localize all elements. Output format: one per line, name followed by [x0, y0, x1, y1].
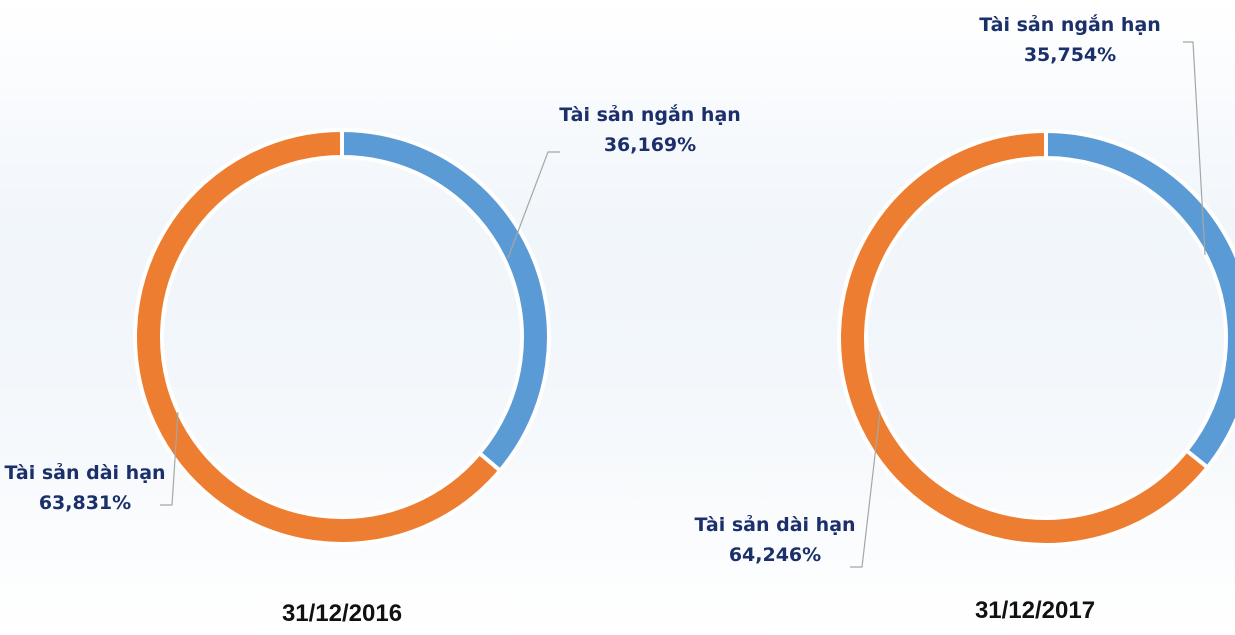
- donut-segment: [1044, 128, 1235, 471]
- data-label: Tài sản ngắn hạn 35,754%: [960, 10, 1180, 70]
- data-label: Tài sản ngắn hạn 36,169%: [555, 100, 745, 160]
- category-name: Tài sản dài hạn: [694, 514, 856, 536]
- donut-segment: [133, 127, 503, 546]
- leader-line: [1183, 41, 1206, 256]
- leader-line: [507, 151, 560, 259]
- data-label: Tài sản dài hạn 63,831%: [0, 458, 170, 518]
- chart-title: 31/12/2017: [974, 597, 1096, 624]
- donut-segment: [340, 127, 551, 474]
- data-label: Tài sản dài hạn 64,246%: [690, 510, 860, 570]
- leader-line: [160, 411, 179, 506]
- leader-line: [850, 411, 881, 568]
- category-name: Tài sản ngắn hạn: [979, 14, 1161, 36]
- chart-title: 31/12/2016: [281, 600, 403, 627]
- value-label: 63,831%: [38, 492, 132, 514]
- donut-segment: [837, 128, 1211, 547]
- category-name: Tài sản ngắn hạn: [559, 104, 741, 126]
- value-label: 35,754%: [1023, 44, 1117, 66]
- category-name: Tài sản dài hạn: [4, 462, 166, 484]
- value-label: 36,169%: [603, 134, 697, 156]
- value-label: 64,246%: [728, 544, 822, 566]
